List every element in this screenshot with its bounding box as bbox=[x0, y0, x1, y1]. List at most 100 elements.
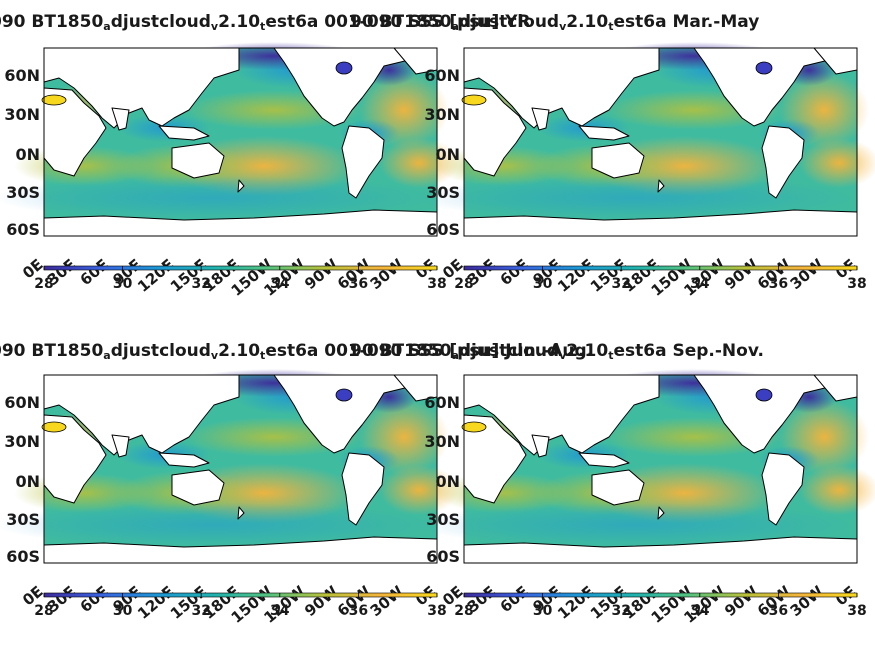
lon-tick-label: 30W bbox=[787, 255, 828, 293]
title-text: djustcloud bbox=[459, 12, 559, 32]
title-text: 90 BT1850 bbox=[350, 12, 452, 32]
lat-tick-label: 30N bbox=[4, 432, 40, 451]
lon-tick-label: 60E bbox=[497, 255, 532, 289]
colorbar-tick-label: 32 bbox=[611, 603, 630, 619]
lon-tick-label: 60E bbox=[497, 582, 532, 616]
title-subscript: a bbox=[451, 20, 458, 33]
salinity-map bbox=[0, 41, 460, 237]
title-text: 090 BT1850 bbox=[0, 341, 103, 361]
colorbar-tick-label: 38 bbox=[427, 276, 446, 292]
lon-tick-label: 60E bbox=[77, 582, 112, 616]
lon-tick-label: 30W bbox=[787, 582, 828, 620]
colorbar-tick-label: 32 bbox=[611, 276, 630, 292]
salinity-map bbox=[413, 41, 875, 237]
lon-tick-label: 90W bbox=[301, 582, 342, 620]
lat-tick-label: 30S bbox=[6, 183, 40, 202]
lat-tick-label: 60S bbox=[426, 220, 460, 239]
title-text: 090 BT1850 bbox=[0, 12, 103, 32]
colorbar bbox=[43, 265, 438, 271]
panel-title: 090 BT1850adjustcloudv2.10test6a 001-090… bbox=[0, 12, 531, 33]
colorbar-tick-label: 28 bbox=[34, 603, 53, 619]
colorbar-tick-label: 28 bbox=[454, 276, 473, 292]
title-subscript: t bbox=[260, 349, 265, 362]
colorbar-tick-label: 38 bbox=[847, 603, 866, 619]
lon-tick-label: 90W bbox=[721, 582, 762, 620]
salinity-map bbox=[413, 368, 875, 564]
colorbar-tick-label: 38 bbox=[847, 276, 866, 292]
colorbar bbox=[463, 592, 858, 598]
salinity-map bbox=[0, 368, 460, 564]
title-text: djustcloud bbox=[111, 12, 211, 32]
colorbar-tick-label: 36 bbox=[769, 603, 788, 619]
lat-tick-label: 0N bbox=[15, 472, 40, 491]
colorbar bbox=[43, 592, 438, 598]
panel-title: 090 BT1850adjustcloudv2.10test6a 001-090… bbox=[0, 341, 593, 362]
lat-tick-label: 0N bbox=[435, 472, 460, 491]
lat-tick-label: 60S bbox=[6, 220, 40, 239]
lat-tick-label: 30S bbox=[426, 183, 460, 202]
lon-tick-label: 120E bbox=[554, 255, 597, 296]
title-subscript: t bbox=[608, 349, 613, 362]
lat-tick-label: 30S bbox=[6, 510, 40, 529]
colorbar-tick-label: 32 bbox=[191, 276, 210, 292]
title-subscript: a bbox=[451, 349, 458, 362]
lat-tick-label: 30N bbox=[424, 105, 460, 124]
colorbar-tick-label: 30 bbox=[533, 276, 553, 292]
lat-tick-label: 60N bbox=[4, 66, 40, 85]
colorbar-tick-label: 30 bbox=[113, 603, 133, 619]
colorbar-tick-label: 34 bbox=[270, 276, 290, 292]
colorbar bbox=[463, 265, 858, 271]
title-text: 2.10 bbox=[566, 341, 608, 361]
title-subscript: t bbox=[608, 20, 613, 33]
title-text: 2.10 bbox=[566, 12, 608, 32]
title-text: 90 BT1850 bbox=[350, 341, 452, 361]
colorbar-tick-label: 36 bbox=[349, 276, 368, 292]
title-text: djustcloud bbox=[111, 341, 211, 361]
lat-tick-label: 60S bbox=[6, 547, 40, 566]
lon-tick-label: 30W bbox=[367, 255, 408, 293]
colorbar-tick-label: 28 bbox=[454, 603, 473, 619]
lon-tick-label: 30W bbox=[367, 582, 408, 620]
colorbar-tick-label: 36 bbox=[769, 276, 788, 292]
colorbar-tick-label: 34 bbox=[270, 603, 290, 619]
title-subscript: v bbox=[211, 349, 219, 362]
title-subscript: a bbox=[103, 349, 110, 362]
lon-tick-label: 60E bbox=[77, 255, 112, 289]
colorbar-tick-label: 30 bbox=[533, 603, 553, 619]
title-subscript: v bbox=[559, 20, 567, 33]
colorbar-tick-label: 30 bbox=[113, 276, 133, 292]
lon-tick-label: 120E bbox=[134, 582, 177, 623]
lat-tick-label: 60N bbox=[424, 393, 460, 412]
title-text: 2.10 bbox=[218, 12, 260, 32]
lat-tick-label: 0N bbox=[15, 145, 40, 164]
colorbar-tick-label: 28 bbox=[34, 276, 53, 292]
title-text: 2.10 bbox=[218, 341, 260, 361]
title-text: est6a Mar.-May bbox=[613, 12, 759, 32]
title-text: est6a 001-090 SSS [psu] YR bbox=[265, 12, 530, 32]
panel-title: 90 BT1850adjustcloudv2.10test6a Mar.-May bbox=[350, 12, 759, 33]
title-subscript: t bbox=[260, 20, 265, 33]
lat-tick-label: 0N bbox=[435, 145, 460, 164]
title-subscript: a bbox=[103, 20, 110, 33]
title-text: est6a 001-090 SSS [psu] Jun.-Aug. bbox=[265, 341, 593, 361]
title-subscript: v bbox=[559, 349, 567, 362]
lon-tick-label: 120E bbox=[134, 255, 177, 296]
lat-tick-label: 60N bbox=[424, 66, 460, 85]
colorbar-tick-label: 32 bbox=[191, 603, 210, 619]
lon-tick-label: 90W bbox=[721, 255, 762, 293]
colorbar-tick-label: 36 bbox=[349, 603, 368, 619]
lat-tick-label: 30N bbox=[4, 105, 40, 124]
lat-tick-label: 60N bbox=[4, 393, 40, 412]
colorbar-tick-label: 34 bbox=[690, 603, 710, 619]
colorbar-tick-label: 38 bbox=[427, 603, 446, 619]
colorbar-tick-label: 34 bbox=[690, 276, 710, 292]
lat-tick-label: 30N bbox=[424, 432, 460, 451]
lon-tick-label: 90W bbox=[301, 255, 342, 293]
lat-tick-label: 30S bbox=[426, 510, 460, 529]
title-text: djustcloud bbox=[459, 341, 559, 361]
lat-tick-label: 60S bbox=[426, 547, 460, 566]
lon-tick-label: 120E bbox=[554, 582, 597, 623]
title-subscript: v bbox=[211, 20, 219, 33]
panel-title: 90 BT1850adjustcloudv2.10test6a Sep.-Nov… bbox=[350, 341, 764, 362]
